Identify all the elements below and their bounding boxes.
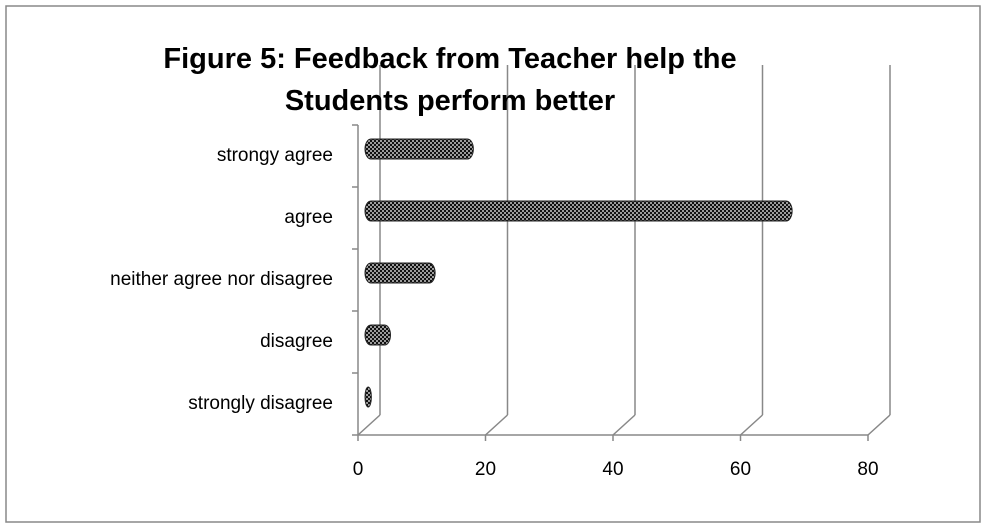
grid-line [612, 414, 636, 436]
x-tick-label: 20 [475, 459, 496, 480]
bar [364, 262, 436, 284]
bar [364, 138, 474, 160]
grid-line [484, 414, 509, 436]
bar [364, 386, 372, 408]
grid-line [739, 414, 764, 436]
bar [364, 324, 391, 346]
y-tick-label: agree [284, 207, 333, 228]
x-tick-label: 40 [602, 459, 623, 480]
grid-line [357, 414, 381, 436]
x-tick-label: 80 [857, 459, 878, 480]
chart-title: Figure 5: Feedback from Teacher help the… [163, 43, 737, 117]
y-tick-label: neither agree nor disagree [110, 269, 333, 290]
x-tick-label: 0 [353, 459, 364, 480]
bar [364, 200, 793, 222]
grid-line [867, 414, 891, 436]
y-tick-label: disagree [260, 331, 333, 352]
y-tick-label: strongy agree [217, 145, 333, 166]
x-tick-label: 60 [730, 459, 751, 480]
chart-border [5, 5, 981, 523]
y-tick-label: strongly disagree [188, 393, 333, 414]
